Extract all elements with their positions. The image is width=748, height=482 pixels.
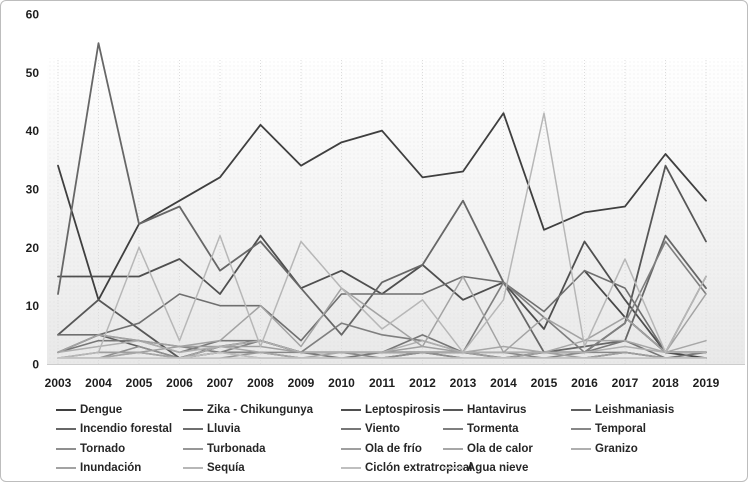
x-tick-label-2013: 2013 bbox=[450, 376, 477, 390]
y-tick-label-50: 50 bbox=[26, 66, 40, 80]
legend-label: Turbonada bbox=[207, 442, 266, 455]
legend-label: Agua nieve bbox=[467, 462, 529, 475]
legend-item-11: Turbonada bbox=[183, 443, 341, 455]
legend-item-13: Ola de calor bbox=[443, 443, 571, 455]
legend-item-4: Leishmaniasis bbox=[571, 404, 736, 416]
x-tick-label-2015: 2015 bbox=[531, 376, 558, 390]
chart-legend: Dengue Zika - Chikungunya Leptospirosis Han… bbox=[56, 400, 736, 478]
legend-line-marker bbox=[571, 447, 591, 450]
legend-line-marker bbox=[571, 408, 591, 411]
x-tick-label-2012: 2012 bbox=[409, 376, 436, 390]
legend-item-10: Tornado bbox=[56, 443, 183, 455]
legend-item-1: Zika - Chikungunya bbox=[183, 404, 341, 416]
legend-line-marker bbox=[443, 408, 463, 411]
x-tick-label-2016: 2016 bbox=[571, 376, 598, 390]
x-tick-label-2006: 2006 bbox=[166, 376, 193, 390]
legend-item-3: Hantavirus bbox=[443, 404, 571, 416]
legend-line-marker bbox=[443, 467, 463, 470]
legend-label: Ola de frío bbox=[365, 442, 422, 455]
legend-item-6: Lluvia bbox=[183, 423, 341, 435]
y-tick-label-30: 30 bbox=[26, 183, 40, 197]
legend-item-5: Incendio forestal bbox=[56, 423, 183, 435]
legend-line-marker bbox=[56, 428, 76, 431]
x-tick-label-2007: 2007 bbox=[207, 376, 234, 390]
legend-label: Temporal bbox=[595, 423, 646, 436]
legend-line-marker bbox=[183, 447, 203, 450]
legend-label: Zika - Chikungunya bbox=[207, 403, 314, 416]
legend-label: Lluvia bbox=[207, 423, 241, 436]
legend-line-marker bbox=[341, 467, 361, 470]
legend-label: Incendio forestal bbox=[80, 423, 173, 436]
x-tick-label-2019: 2019 bbox=[693, 376, 720, 390]
series-line-5 bbox=[57, 42, 707, 354]
x-tick-label-2003: 2003 bbox=[45, 376, 72, 390]
x-tick-label-2017: 2017 bbox=[612, 376, 639, 390]
x-tick-label-2008: 2008 bbox=[247, 376, 274, 390]
x-tick-label-2010: 2010 bbox=[328, 376, 355, 390]
legend-item-16: Sequía bbox=[183, 462, 341, 474]
legend-label: Hantavirus bbox=[467, 403, 527, 416]
legend-line-marker bbox=[571, 428, 591, 431]
legend-label: Granizo bbox=[595, 442, 638, 455]
legend-line-marker bbox=[443, 428, 463, 431]
series-line-16 bbox=[57, 112, 707, 359]
legend-label: Ciclón extratropical bbox=[365, 462, 473, 475]
legend-item-9: Temporal bbox=[571, 423, 736, 435]
legend-item-0: Dengue bbox=[56, 404, 183, 416]
x-tick-label-2005: 2005 bbox=[126, 376, 153, 390]
legend-line-marker bbox=[341, 447, 361, 450]
y-tick-label-10: 10 bbox=[26, 299, 40, 313]
legend-label: Tornado bbox=[80, 442, 126, 455]
legend-line-marker bbox=[341, 428, 361, 431]
series-line-6 bbox=[57, 269, 707, 354]
legend-line-marker bbox=[183, 467, 203, 470]
legend-line-marker bbox=[56, 408, 76, 411]
legend-item-2: Leptospirosis bbox=[341, 404, 443, 416]
x-tick-label-2011: 2011 bbox=[369, 376, 395, 390]
legend-line-marker bbox=[341, 408, 361, 411]
legend-item-18: Agua nieve bbox=[443, 462, 571, 474]
legend-label: Leishmaniasis bbox=[595, 403, 675, 416]
series-line-14 bbox=[57, 339, 707, 354]
legend-item-7: Viento bbox=[341, 423, 443, 435]
legend-item-12: Ola de frío bbox=[341, 443, 443, 455]
y-tick-label-40: 40 bbox=[26, 124, 40, 138]
y-tick-label-0: 0 bbox=[32, 358, 39, 372]
legend-item-14: Granizo bbox=[571, 443, 736, 455]
legend-label: Sequía bbox=[207, 462, 245, 475]
legend-label: Tormenta bbox=[467, 423, 519, 436]
legend-item-15: Inundación bbox=[56, 462, 183, 474]
legend-item-17: Ciclón extratropical bbox=[341, 462, 472, 474]
x-tick-label-2009: 2009 bbox=[288, 376, 315, 390]
x-tick-label-2004: 2004 bbox=[85, 376, 112, 390]
legend-line-marker bbox=[183, 428, 203, 431]
legend-label: Dengue bbox=[80, 403, 123, 416]
legend-line-marker bbox=[443, 447, 463, 450]
legend-label: Leptospirosis bbox=[365, 403, 441, 416]
series-line-0 bbox=[57, 112, 707, 301]
legend-label: Inundación bbox=[80, 462, 142, 475]
legend-label: Viento bbox=[365, 423, 400, 436]
x-tick-label-2014: 2014 bbox=[490, 376, 517, 390]
legend-line-marker bbox=[56, 447, 76, 450]
y-tick-label-60: 60 bbox=[26, 8, 40, 22]
legend-line-marker bbox=[183, 408, 203, 411]
legend-line-marker bbox=[56, 467, 76, 470]
legend-item-8: Tormenta bbox=[443, 423, 571, 435]
series-line-15 bbox=[57, 275, 707, 354]
y-tick-label-20: 20 bbox=[26, 241, 40, 255]
x-tick-label-2018: 2018 bbox=[652, 376, 679, 390]
legend-label: Ola de calor bbox=[467, 442, 533, 455]
